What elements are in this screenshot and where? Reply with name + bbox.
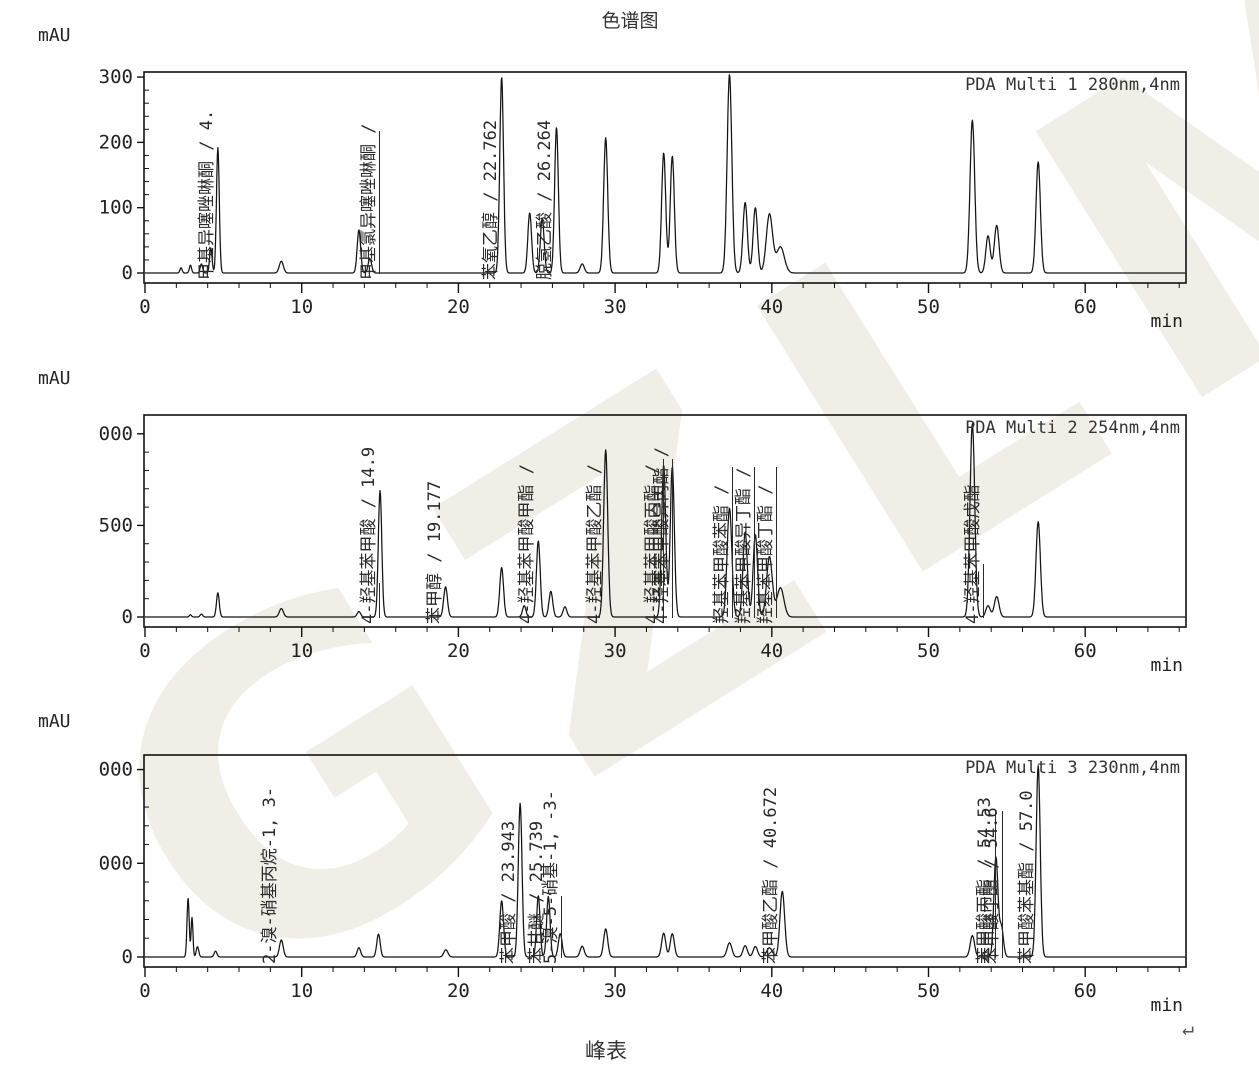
chromatogram-plot-3: 0 1000 2000 0 10 20 30 40 50 60: [99, 754, 1187, 1002]
x-tick-label: 50: [917, 640, 940, 662]
peak-label-leader-line: [672, 459, 674, 618]
x-axis-unit-label-1: min: [1150, 311, 1183, 332]
peak-label: 2-溴-硝基丙烷-1, 3-: [260, 786, 281, 964]
x-tick-label: 50: [917, 980, 940, 1002]
peak-labels-layer: 2-溴-硝基丙烷-1, 3- 苯甲酸 / 23.943 苯甘醚 / 25.739 5-…: [144, 755, 1186, 967]
peak-label: 羟基苯甲酸异丁酯 /: [734, 467, 755, 624]
signal-trace: [144, 765, 1186, 958]
peak-labels-layer: 4-羟基苯甲酸 / 14.9 苯甲醇 / 19.177 4-羟基苯甲酸甲酯 / 4-羟…: [144, 415, 1186, 627]
x-tick-label: 20: [447, 640, 470, 662]
x-tick-label: 30: [604, 980, 627, 1002]
peak-label: 苯氧乙醇 / 22.762: [480, 119, 501, 280]
carriage-return-mark: ↵: [1182, 1016, 1195, 1040]
peak-label: 脱氢乙酸 / 26.264: [535, 119, 556, 280]
chromatogram-plot-1: 0 100 200 300 0 10 20 30 40 50 60: [99, 66, 1187, 318]
x-tick-label: 60: [1074, 980, 1097, 1002]
peak-label: 5-溴-5-硝基-1, -3-: [540, 790, 561, 964]
peak-label: 苯甲酸丁酯 / 54.6: [982, 807, 1003, 964]
peak-label: 苯甲酸 / 23.943: [499, 820, 520, 964]
y-axis-unit-label-2: mAU: [38, 368, 71, 389]
x-tick-label: 30: [604, 640, 627, 662]
detector-channel-label-2: PDA Multi 2 254nm,4nm: [965, 418, 1180, 438]
detector-channel-label-1: PDA Multi 1 280nm,4nm: [965, 75, 1180, 95]
peak-table-heading: 峰表: [585, 1039, 627, 1063]
y-tick-label: 1000: [99, 852, 133, 874]
x-tick-label: 0: [139, 296, 150, 318]
y-tick-label: 0: [122, 262, 133, 284]
x-tick-label: 40: [760, 640, 783, 662]
peak-label: 4-羟基苯甲酸甲酯 /: [517, 464, 538, 624]
y-tick-label: 1000: [99, 423, 133, 445]
peak-label: 苯甲酸苯基酯 / 57.0: [1017, 790, 1038, 964]
peak-label: 4-羟基苯甲酸戊酯: [963, 484, 984, 624]
x-axis-unit-label-3: min: [1150, 995, 1183, 1016]
peak-label: 甲基异噻唑啉酮 / 4.: [196, 109, 217, 280]
peak-label: 4-羟基苯甲酸乙酯 /: [584, 464, 605, 624]
peak-labels-layer: 甲基异噻唑啉酮 / 4. 甲基氯异噻唑啉酮 / 苯氧乙醇 / 22.762 脱氢乙酸 …: [144, 72, 1186, 283]
x-tick-label: 0: [139, 640, 150, 662]
peak-label: 4-羟基苯甲酸 / 14.9: [359, 446, 380, 624]
y-tick-label: 200: [99, 131, 133, 153]
peak-label: 羟基苯甲酸丁酯 /: [756, 484, 777, 624]
y-tick-label: 0: [122, 946, 133, 968]
x-tick-label: 20: [447, 296, 470, 318]
peak-label-leader-line: [754, 467, 756, 618]
peak-label-leader-line: [662, 459, 664, 618]
peak-label-leader-line: [776, 467, 778, 618]
peak-label-leader-line: [1002, 811, 1004, 958]
y-tick-label: 100: [99, 197, 133, 219]
chromatogram-plot-2: 0 500 1000 0 10 20 30 40 50 60: [99, 414, 1187, 662]
peak-label: 苯甲酸乙酯 / 40.672: [761, 786, 782, 964]
peak-label-leader-line: [732, 467, 734, 618]
y-tick-label: 2000: [99, 759, 133, 781]
signal-trace: [144, 423, 1186, 618]
x-tick-label: 10: [290, 296, 313, 318]
peak-label: 羟基苯甲酸苯酯 /: [712, 484, 733, 624]
page-title: 色谱图: [601, 10, 659, 32]
peak-label: 甲基氯异噻唑啉酮 /: [359, 123, 380, 280]
peak-label: 苯甲醇 / 19.177: [424, 480, 445, 624]
y-tick-label: 500: [99, 514, 133, 536]
peak-label-leader-line: [560, 896, 562, 958]
y-axis-unit-label-1: mAU: [38, 25, 71, 46]
x-tick-label: 60: [1074, 296, 1097, 318]
peak-label: 4-羟基苯甲酸异丙酯 /: [652, 447, 673, 624]
y-axis-unit-label-3: mAU: [38, 711, 71, 732]
x-tick-label: 20: [447, 980, 470, 1002]
peak-label-leader-line: [379, 131, 381, 274]
peak-label-leader-line: [994, 811, 996, 958]
x-tick-label: 40: [760, 980, 783, 1002]
x-axis-unit-label-2: min: [1150, 655, 1183, 676]
x-tick-label: 60: [1074, 640, 1097, 662]
y-tick-label: 300: [99, 66, 133, 88]
x-tick-label: 50: [917, 296, 940, 318]
x-tick-label: 0: [139, 980, 150, 1002]
peak-label-leader-line: [983, 564, 985, 618]
x-tick-label: 40: [760, 296, 783, 318]
x-tick-label: 10: [290, 980, 313, 1002]
x-tick-label: 30: [604, 296, 627, 318]
detector-channel-label-3: PDA Multi 3 230nm,4nm: [965, 758, 1180, 778]
signal-trace: [144, 74, 1186, 274]
peak-label-leader-line: [379, 583, 381, 618]
x-tick-label: 10: [290, 640, 313, 662]
y-tick-label: 0: [122, 606, 133, 628]
